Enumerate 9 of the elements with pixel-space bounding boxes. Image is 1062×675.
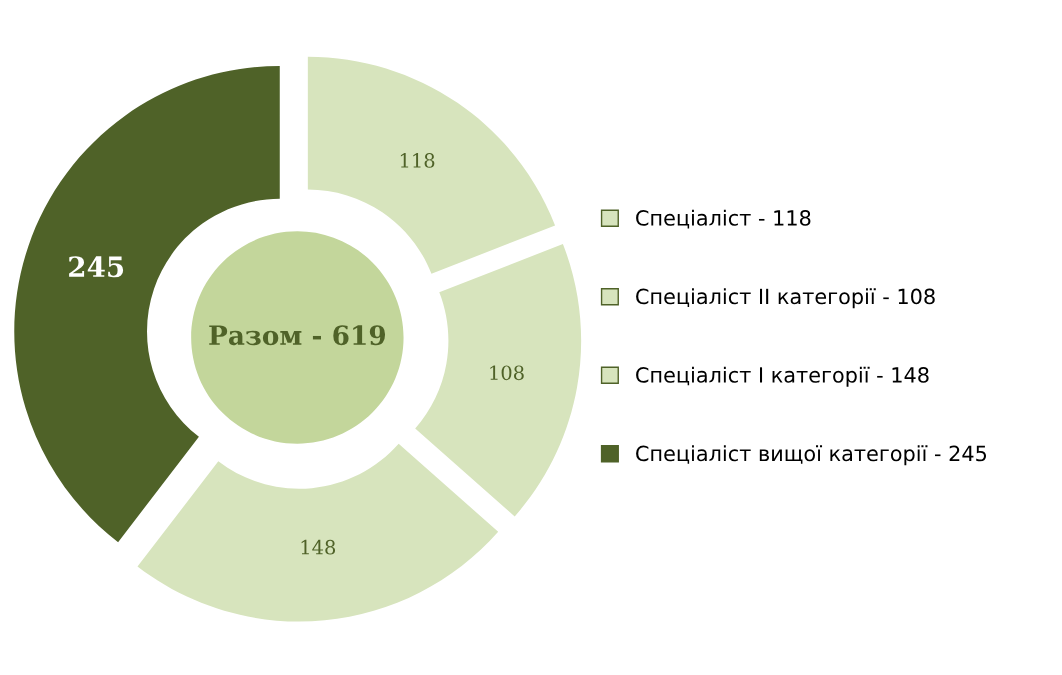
data-label: 108 <box>490 365 524 381</box>
data-label: 148 <box>301 539 336 555</box>
data-label: 245 <box>69 256 124 278</box>
legend-label: Спеціаліст - 118 <box>636 209 811 229</box>
legend-label: Спеціаліст I категорії - 148 <box>636 366 929 387</box>
legend-label: Спеціаліст II категорії - 108 <box>636 288 935 309</box>
text: Разом - 619 <box>209 325 386 346</box>
data-label: 118 <box>400 153 435 168</box>
legend-label: Спеціаліст вищої категорії - 245 <box>636 445 987 466</box>
